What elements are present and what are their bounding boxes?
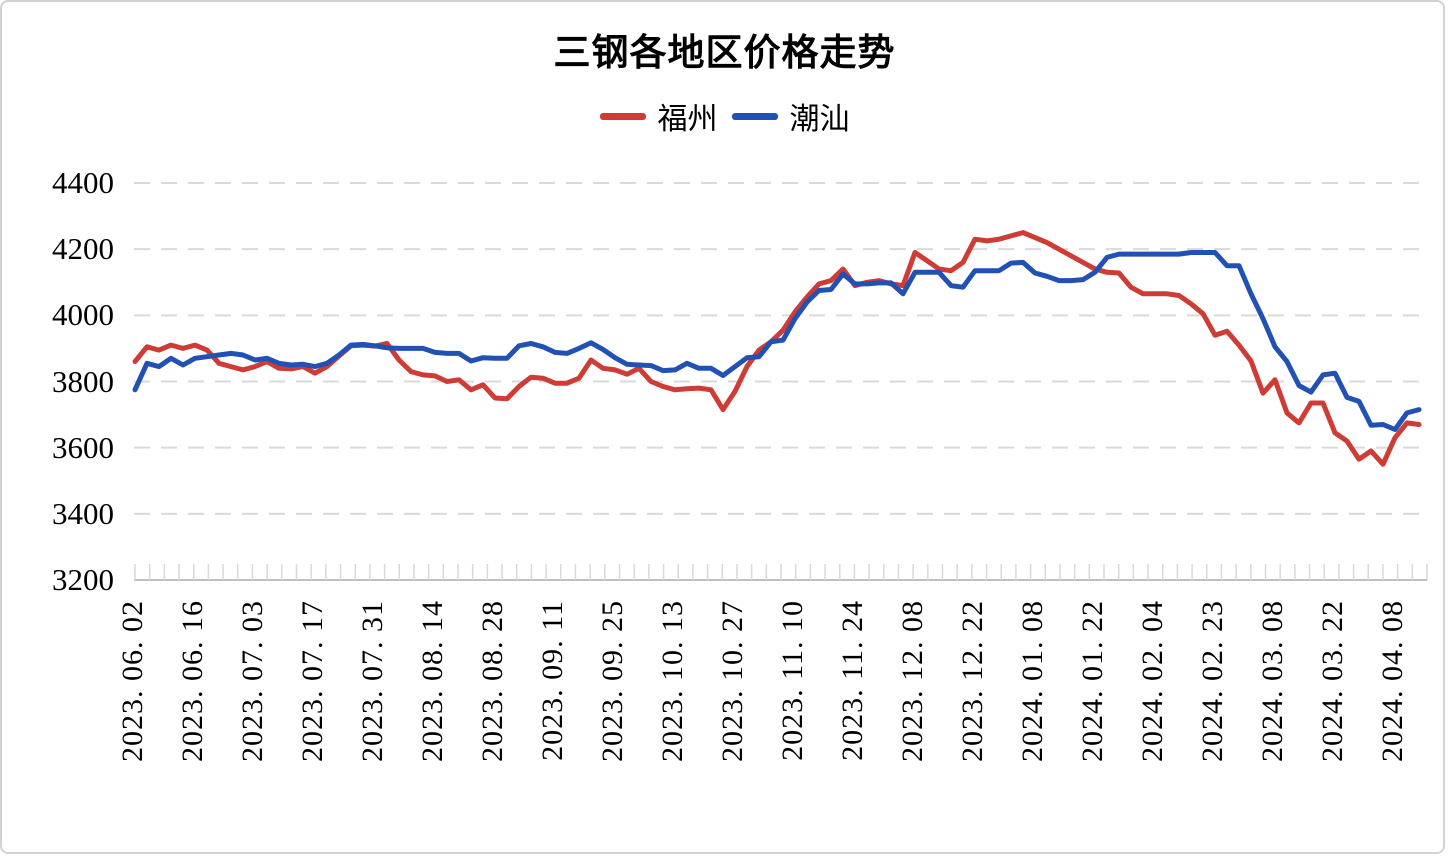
y-axis-tick-label: 4000 xyxy=(52,297,114,333)
y-axis-tick-label: 3600 xyxy=(52,429,114,465)
x-axis-tick-label: 2023. 11. 24 xyxy=(836,600,869,761)
x-axis-tick-label: 2023. 07. 31 xyxy=(356,600,389,762)
y-axis-tick-label: 3800 xyxy=(52,363,114,399)
legend-label-chaoshan: 潮汕 xyxy=(789,103,850,136)
chaoshan-line-swatch-icon xyxy=(731,112,778,120)
y-axis-tick-label: 4400 xyxy=(52,165,114,200)
series-line-潮汕[interactable] xyxy=(132,250,1422,432)
x-axis-tick-label: 2024. 03. 22 xyxy=(1316,600,1349,762)
x-axis-tick-label: 2023. 08. 14 xyxy=(416,600,449,762)
x-axis-tick-label: 2023. 09. 11 xyxy=(536,600,569,761)
legend-label-fuzhou: 福州 xyxy=(657,103,718,136)
legend-item-chaoshan[interactable]: 潮汕 xyxy=(731,94,850,138)
x-axis-tick-label: 2024. 01. 08 xyxy=(1016,600,1049,762)
y-axis-tick-label: 3200 xyxy=(52,562,114,597)
x-axis-tick-label: 2024. 02. 04 xyxy=(1136,600,1169,762)
x-axis-tick-label: 2023. 12. 08 xyxy=(896,600,929,762)
y-axis-tick-label: 4200 xyxy=(52,231,114,267)
x-axis-tick-label: 2023. 07. 17 xyxy=(296,600,329,762)
fuzhou-line-swatch-icon xyxy=(599,112,646,120)
x-axis-tick-label: 2024. 01. 22 xyxy=(1076,600,1109,762)
chart-legend: 福州 潮汕 xyxy=(2,98,1443,136)
x-axis-tick-label: 2023. 09. 25 xyxy=(596,600,629,762)
x-axis-tick-label: 2024. 02. 23 xyxy=(1196,600,1229,762)
x-axis-tick-label: 2023. 06. 02 xyxy=(116,600,149,762)
x-axis-tick-label: 2024. 03. 08 xyxy=(1256,600,1289,762)
y-axis-tick-label: 3400 xyxy=(52,495,114,531)
legend-item-fuzhou[interactable]: 福州 xyxy=(599,94,718,138)
x-axis-tick-label: 2023. 12. 22 xyxy=(956,600,989,762)
x-axis-tick-label: 2023. 08. 28 xyxy=(476,600,509,762)
x-axis-tick-label: 2023. 06. 16 xyxy=(176,600,209,762)
chart-title: 三钢各地区价格走势 xyxy=(553,33,896,74)
x-axis-tick-label: 2023. 10. 27 xyxy=(716,600,749,762)
x-axis-tick-label: 2023. 11. 10 xyxy=(776,600,809,761)
x-axis-tick-label: 2023. 10. 13 xyxy=(656,600,689,762)
x-axis-tick-label: 2024. 04. 08 xyxy=(1376,600,1409,762)
x-axis-tick-label: 2023. 07. 03 xyxy=(236,600,269,762)
